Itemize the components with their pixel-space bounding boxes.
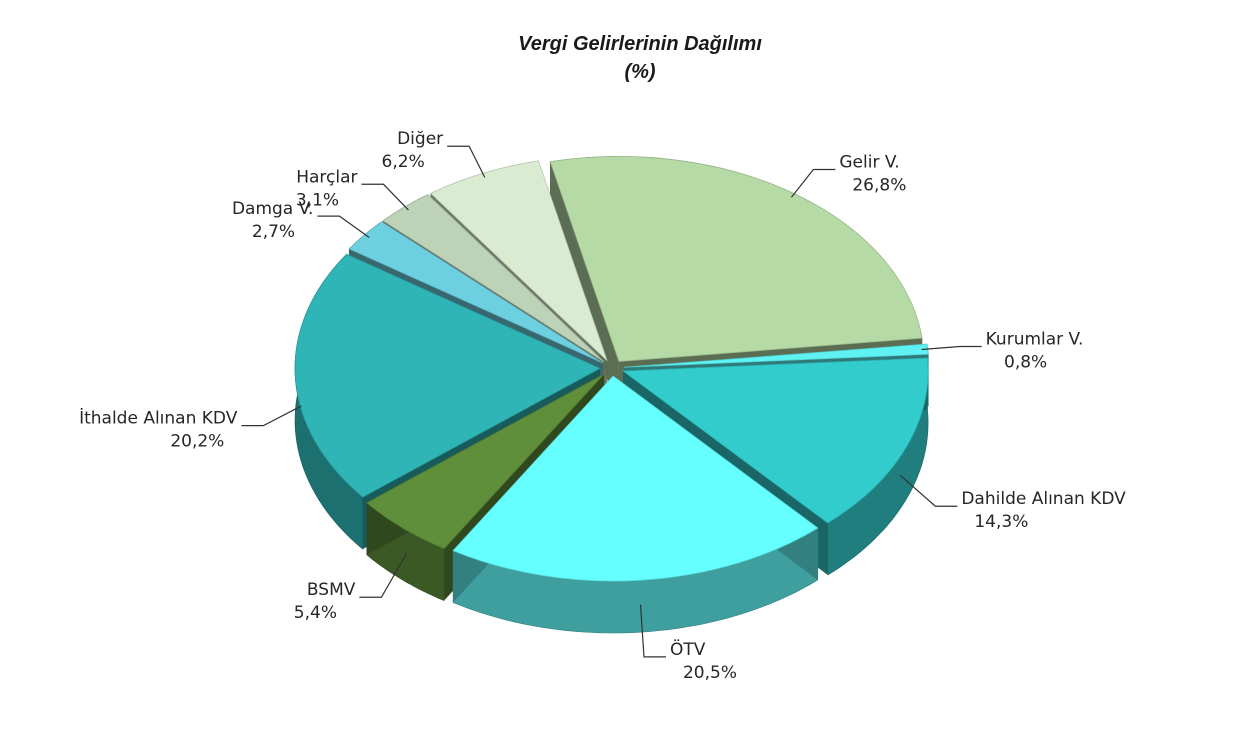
slice-value-label: 2,7% [252, 222, 295, 242]
slice-value-label: 20,2% [170, 432, 224, 452]
pie-slice [348, 221, 603, 364]
label-leader-line [447, 145, 486, 178]
slice-value-label: 0,8% [1004, 352, 1047, 372]
chart-subtitle: (%) [624, 61, 655, 83]
pie-slices [294, 156, 929, 634]
slice-value-label: 14,3% [974, 512, 1028, 532]
pie-slice [382, 194, 605, 363]
label-leader-line [921, 345, 982, 351]
pie-slice [621, 357, 929, 524]
slice-value-label: 26,8% [852, 175, 906, 195]
slice-label: ÖTV [670, 638, 706, 660]
slice-label: Damga V. [232, 199, 314, 219]
data-labels: Gelir V. 26,8% Kurumlar V. 0,8% Dahilde Alın… [79, 129, 1126, 683]
slice-label: BSMV [307, 580, 356, 600]
slice-value-label: 20,5% [683, 663, 737, 683]
slice-label: Harçlar [296, 167, 357, 187]
label-leader-line [241, 405, 302, 427]
pie-slice [549, 156, 923, 362]
slice-label: Gelir V. [839, 152, 899, 172]
label-leader-line [359, 553, 408, 598]
pie-slice [452, 375, 819, 582]
label-leader-line [361, 183, 409, 211]
slice-label: Kurumlar V. [986, 329, 1084, 349]
slice-label: Dahilde Alınan KDV [961, 489, 1126, 509]
slice-label: Diğer [397, 129, 443, 149]
label-leader-line [317, 215, 370, 238]
pie-slice [294, 253, 601, 498]
pie-slice [366, 373, 605, 550]
label-leader-line [899, 474, 958, 507]
label-leader-line [790, 168, 836, 198]
label-leaders [241, 145, 982, 658]
slice-value-label: 5,4% [294, 603, 337, 623]
slice-value-label: 6,2% [382, 152, 425, 172]
slice-value-label: 3,1% [296, 190, 339, 210]
label-leader-line [639, 604, 666, 658]
chart-title: Vergi Gelirlerinin Dağılımı [518, 33, 762, 55]
slice-label: İthalde Alınan KDV [79, 408, 238, 429]
